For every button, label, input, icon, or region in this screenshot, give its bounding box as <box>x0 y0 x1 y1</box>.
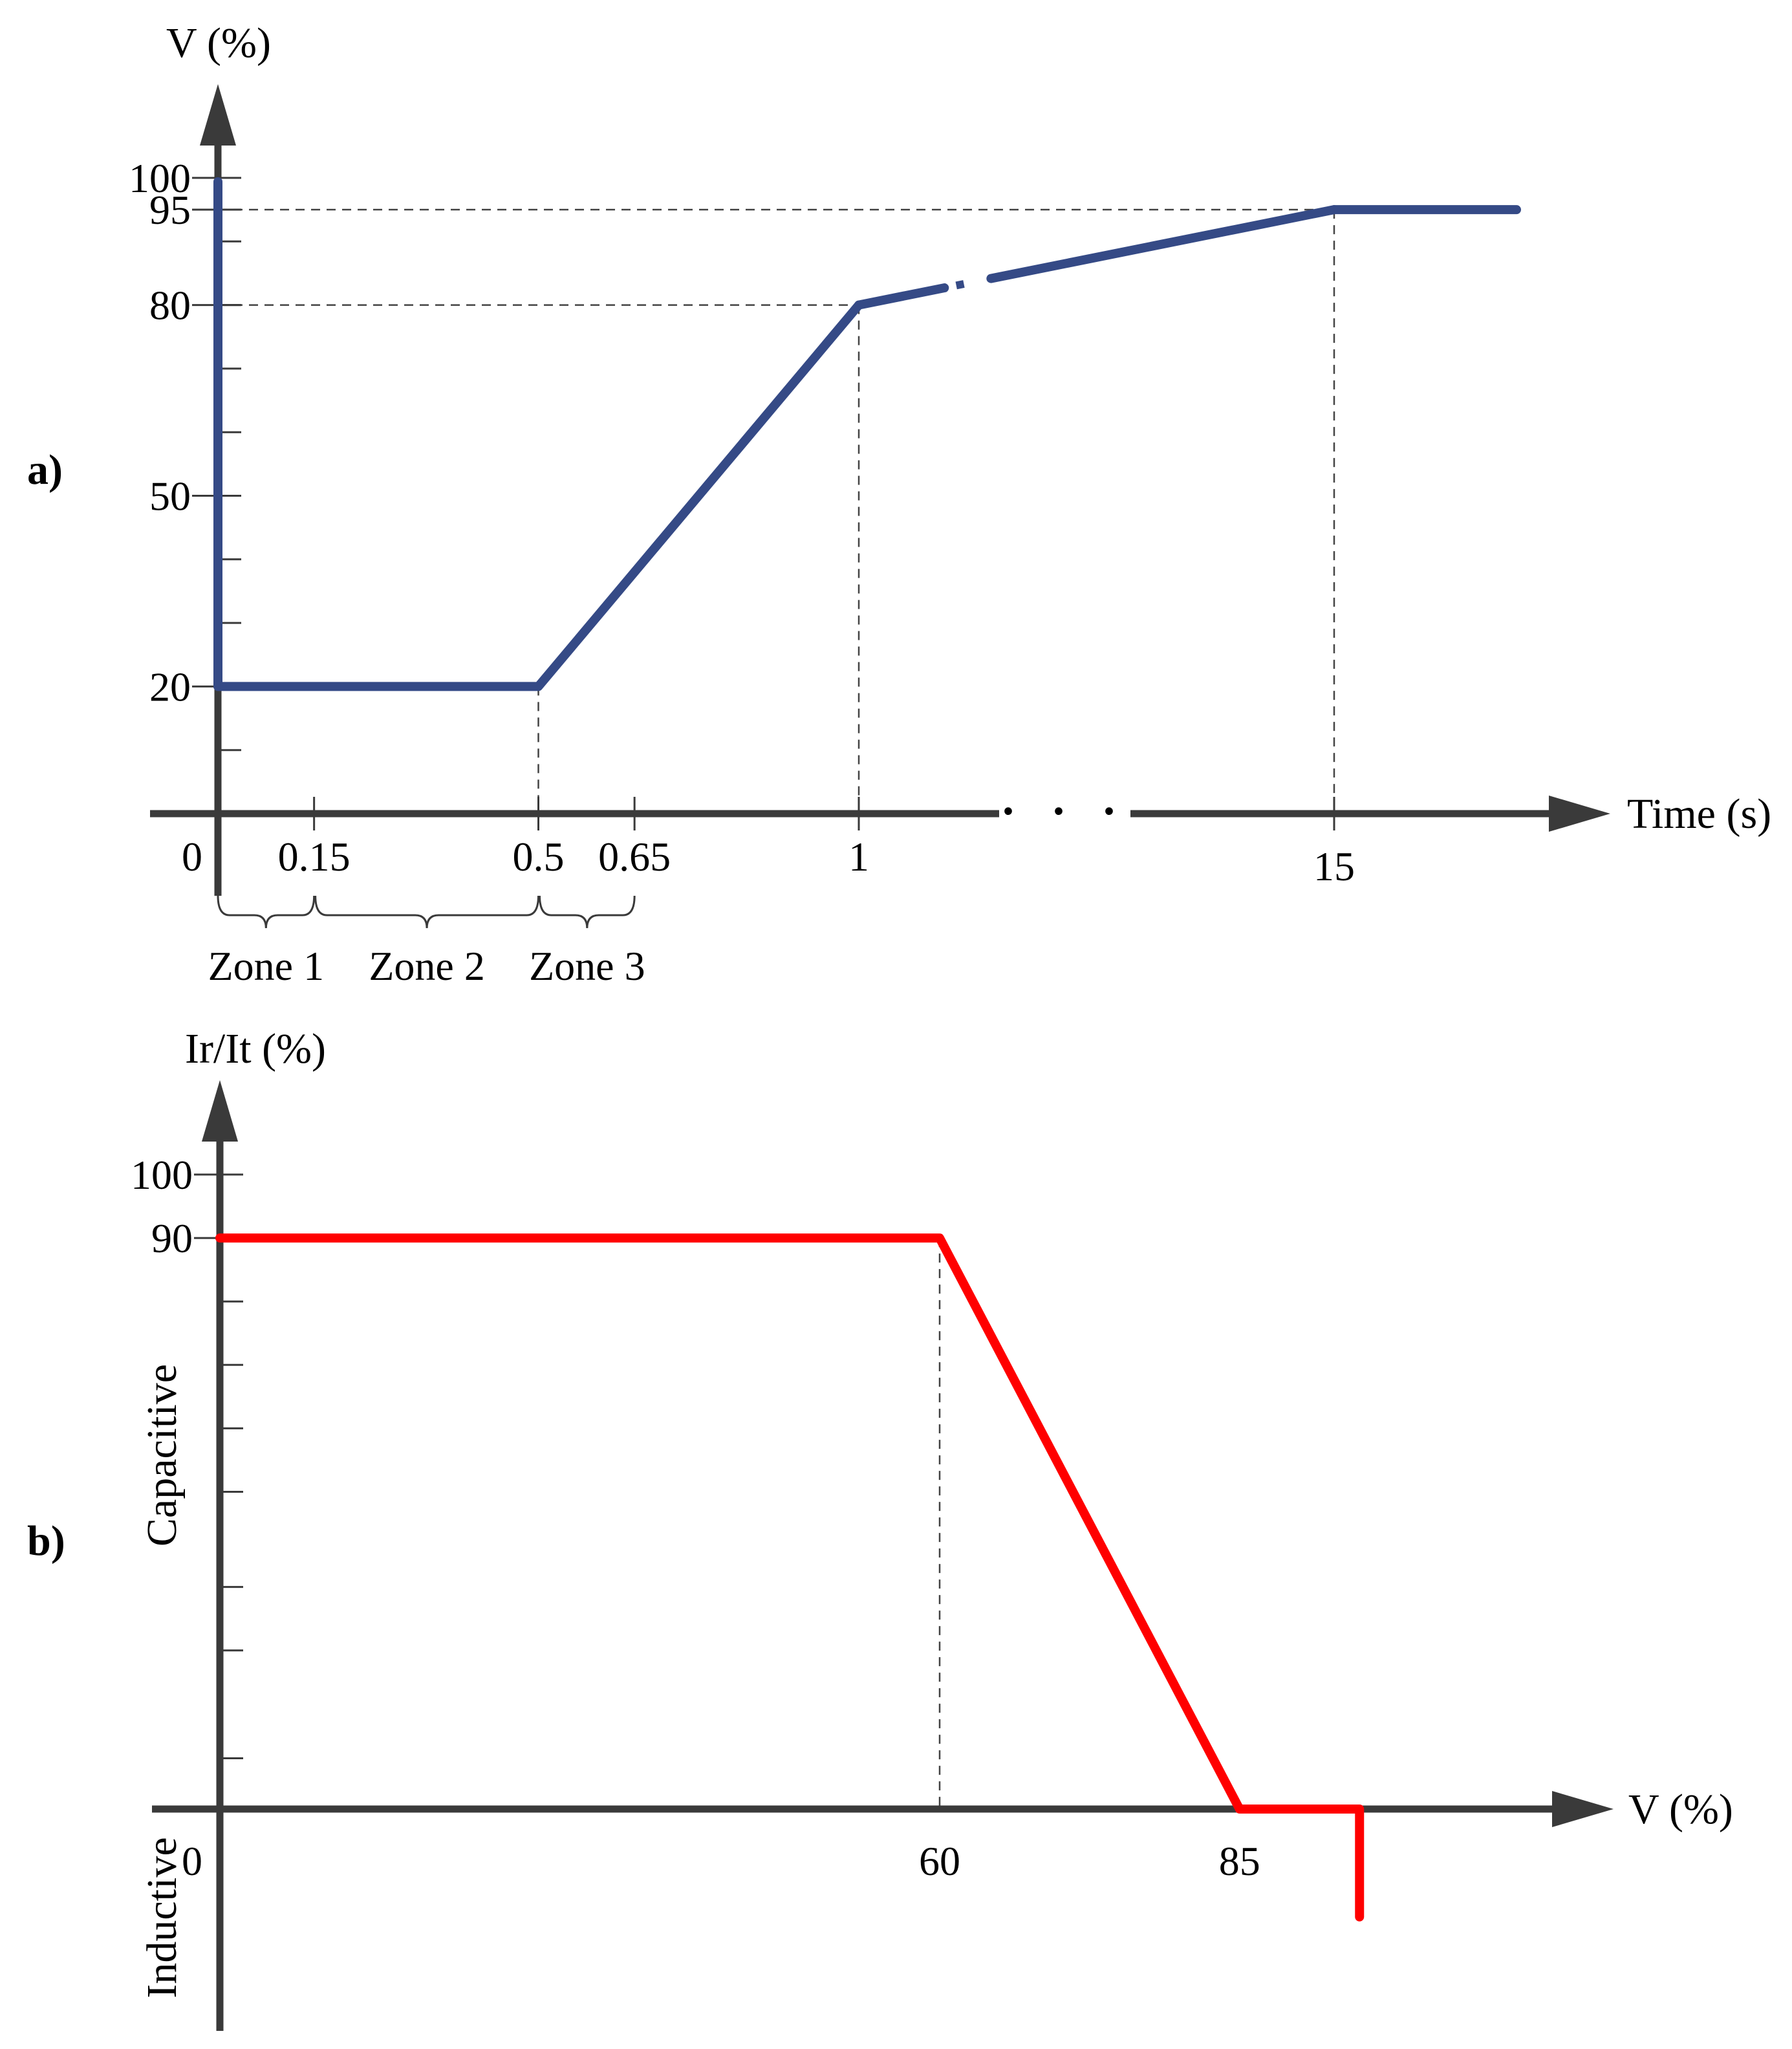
x-axis-break-dots: · · · <box>1000 785 1128 837</box>
x-axis-title: Time (s) <box>1627 790 1771 838</box>
y-tick-label-80: 80 <box>149 283 191 329</box>
x-axis-arrow <box>1552 1791 1614 1827</box>
series-a-recovery-1 <box>854 283 949 310</box>
x-tick-label-85: 85 <box>1219 1838 1260 1884</box>
zone-label-2: Zone 2 <box>369 943 485 989</box>
x-tick-label-0: 0 <box>182 1838 202 1884</box>
x-axis-arrow <box>1549 796 1610 832</box>
inductive-label: Inductive <box>138 1837 186 1998</box>
y-axis-arrow <box>202 1080 238 1142</box>
x-tick-label-0: 0 <box>182 834 202 880</box>
x-tick-label-0.5: 0.5 <box>513 834 565 880</box>
panel-label-b: b) <box>27 1517 65 1565</box>
zone-label-1: Zone 1 <box>208 943 325 989</box>
x-tick-label-0.65: 0.65 <box>598 834 671 880</box>
series-a-floor-ramp <box>213 300 863 691</box>
y-tick-label-100: 100 <box>129 155 191 201</box>
y-axis-title: Ir/It (%) <box>185 1025 326 1072</box>
series-a-recovery-2 <box>986 205 1339 283</box>
y-axis-arrow <box>200 84 236 146</box>
zone-label-3: Zone 3 <box>529 943 645 989</box>
zone-brace-1 <box>217 895 316 929</box>
x-tick-label-15: 15 <box>1313 843 1355 889</box>
y-axis-title: V (%) <box>166 19 271 67</box>
zone-brace-2 <box>314 895 539 929</box>
y-tick-label-100: 100 <box>131 1152 193 1198</box>
capacitive-label: Capacitive <box>138 1364 186 1546</box>
x-tick-label-60: 60 <box>919 1838 960 1884</box>
series-a-break-dots <box>955 279 969 290</box>
x-tick-label-1: 1 <box>848 834 869 880</box>
panel-label-a: a) <box>27 446 63 493</box>
series-b-line <box>215 1233 1365 1922</box>
x-axis-title: V (%) <box>1628 1786 1733 1833</box>
y-tick-label-20: 20 <box>149 664 191 710</box>
zone-brace-3 <box>539 895 636 929</box>
x-tick-label-0.15: 0.15 <box>278 834 351 880</box>
y-tick-label-95: 95 <box>149 187 191 233</box>
chart-b-reactive-current: 100 90 0 60 85 Ir/It (%) V (%) b) Capacitive Indu… <box>27 1025 1733 2031</box>
y-tick-label-50: 50 <box>149 473 191 519</box>
y-tick-label-90: 90 <box>151 1215 193 1261</box>
